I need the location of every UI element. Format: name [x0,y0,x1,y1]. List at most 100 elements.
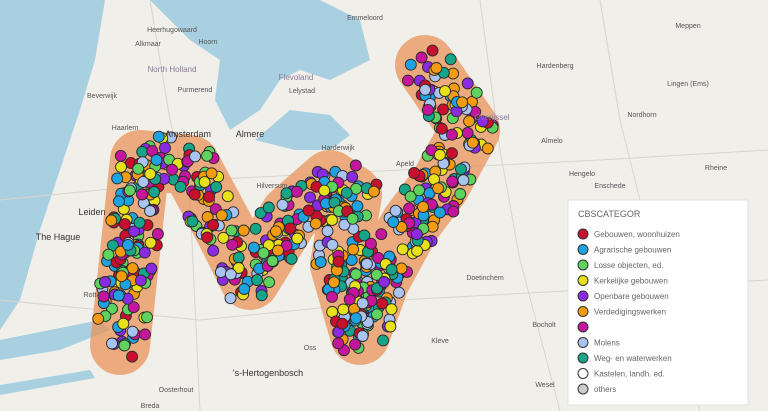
legend-swatch [577,321,589,333]
map-point [456,96,469,109]
map-point [126,325,139,338]
map-point [384,320,397,333]
map-point [417,200,430,213]
place-label: Harderwijk [321,145,355,152]
legend-label: Agrarische gebouwen [594,246,671,255]
map-point [255,289,268,302]
map-point [408,167,421,179]
map-point [238,283,251,295]
map-point [139,328,151,341]
map-point [217,231,230,244]
map-point [396,243,409,256]
map-point [270,225,282,238]
map-point [159,142,171,154]
map-point [304,191,316,204]
map-point [444,53,457,66]
lake [255,110,350,150]
place-label: Amsterdam [165,129,211,139]
legend-label: Verdedigingswerken [594,308,666,317]
map-point [251,274,264,287]
map-point [263,276,276,289]
map-point [437,103,450,116]
map-point [413,184,426,197]
map-point [433,148,446,161]
place-label: Rheine [705,165,727,172]
map-point [137,175,150,188]
place-label: Doetinchem [466,275,504,282]
map-point [174,180,187,193]
place-label: Hoorn [198,39,217,46]
map-point [121,238,134,251]
map-point [111,172,124,185]
place-label: Beverwijk [87,93,117,100]
place-label: Alkmaar [135,41,161,48]
map-point [432,182,445,195]
map-point [367,185,380,198]
sea [0,0,105,330]
map-point [232,262,245,274]
legend: CBSCATEGOR Gebouwen, woonhuizen Agrarisch… [567,199,749,406]
map-point [314,256,327,269]
map-point [105,214,118,227]
place-label: Purmerend [178,87,213,94]
map-point [207,244,220,257]
map-point [349,338,362,351]
map-point [126,350,139,363]
map-point [115,160,127,173]
map-point [215,209,228,222]
map-point [404,190,417,203]
map-point [201,231,214,244]
map-point [358,229,371,242]
place-label: North Holland [148,65,197,74]
map-point [346,212,359,225]
legend-title: CBSCATEGOR [578,209,641,219]
map-point [166,163,179,176]
map-point [201,149,213,162]
place-label: Breda [141,403,160,410]
map-point [476,115,489,128]
map-point [402,74,414,87]
legend-label: Weg- en waterwerken [594,354,672,363]
map-point [221,190,234,203]
map-point [346,170,359,183]
map-point [410,228,423,241]
map-point [145,262,158,275]
map-point [326,214,338,227]
map-point [272,244,284,257]
map-point [262,201,275,214]
map-point [224,292,237,305]
map-point [327,276,340,289]
legend-label: Losse objecten, ed. [594,261,663,270]
legend-swatch [577,290,589,302]
legend-swatch [577,306,589,317]
legend-swatch [577,244,589,255]
map-point [123,184,136,197]
map-point [378,276,391,288]
map-point [249,222,262,235]
map-point [134,274,147,287]
map-point [144,167,157,180]
map-point [136,188,148,201]
map-point [446,128,458,141]
map-point [360,257,373,270]
place-label: Emmeloord [347,15,383,22]
map-point [385,303,398,316]
map-point [138,246,151,259]
map-point [435,122,448,135]
map-point [463,115,476,128]
map-point [433,206,446,219]
map-point [356,297,369,310]
map-point [377,334,389,347]
lake [150,0,370,130]
map-point [385,263,398,276]
place-label: Heerhugowaard [147,27,197,34]
map-point [338,218,351,231]
map-point [203,190,216,203]
map-point [150,154,163,166]
legend-label: Gebouwen, woonhuizen [594,230,680,239]
place-label: Apeld [396,161,414,168]
map-point [421,103,434,116]
map-point [225,224,238,237]
map-point [247,241,260,254]
map-point [214,266,227,279]
